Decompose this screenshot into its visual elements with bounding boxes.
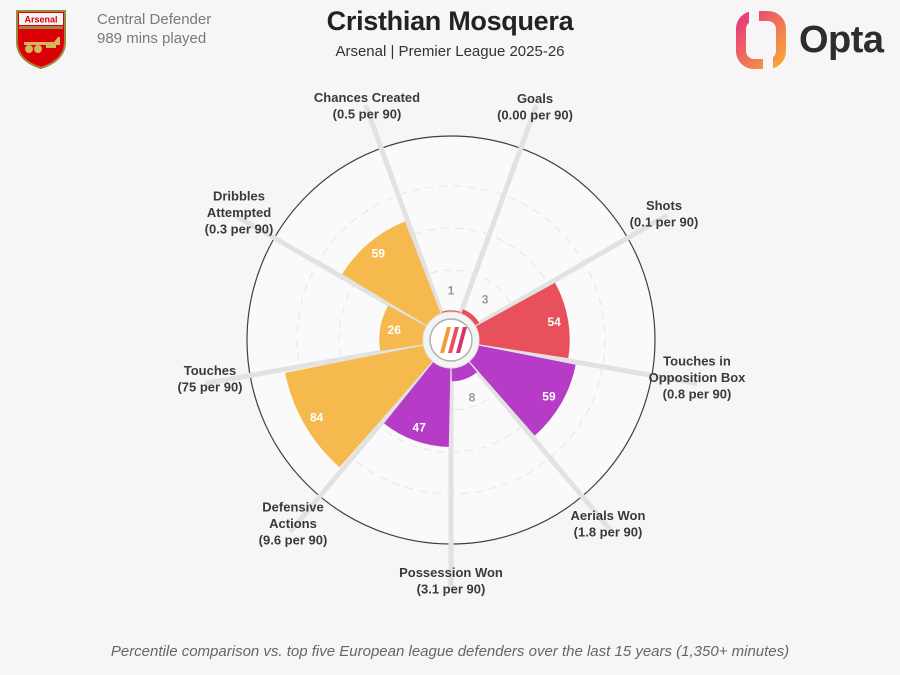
axis-label: Touches (75 per 90) <box>177 363 242 395</box>
axis-label-name: Dribbles <box>213 189 265 204</box>
player-position: Central Defender <box>97 11 212 28</box>
spoke-line <box>288 359 435 534</box>
reference-circle <box>296 185 606 495</box>
axis-label-name: Aerials Won <box>571 508 646 523</box>
center-logo-stripe <box>456 327 467 353</box>
axis-label-name: Possession Won <box>399 565 503 580</box>
axis-label-name: Touches <box>184 363 237 378</box>
axis-label-name: Goals <box>517 91 553 106</box>
value-label: 1 <box>448 283 455 297</box>
reference-circle-shadow <box>296 185 606 495</box>
bar-touches <box>285 345 433 468</box>
bar-aerials-won <box>469 345 576 436</box>
value-label: 59 <box>542 390 556 404</box>
minutes-played: 989 mins played <box>97 30 207 47</box>
axis-label-per90: (75 per 90) <box>177 379 242 394</box>
bar-touches-in-opposition-box <box>475 282 570 359</box>
arsenal-crest-icon: Arsenal <box>16 10 66 70</box>
chart-bars <box>285 221 576 468</box>
value-label: 47 <box>413 420 427 434</box>
spoke-line <box>233 212 429 329</box>
bar-dribbles-attempted <box>379 305 427 351</box>
bar-possession-won <box>451 361 477 382</box>
opta-logo: Opta <box>735 8 895 71</box>
center-badge-ring <box>429 318 473 362</box>
axis-label: Defensive Actions (9.6 per 90) <box>259 500 328 548</box>
value-label: 59 <box>372 246 386 260</box>
axis-label: Shots (0.1 per 90) <box>630 198 699 230</box>
axis-label: Dribbles Attempted (0.3 per 90) <box>205 189 274 237</box>
axis-label-name: Shots <box>646 198 682 213</box>
axis-label-name: Actions <box>269 516 317 531</box>
axis-label: Chances Created (0.5 per 90) <box>314 90 420 122</box>
crest-lettering: Arsenal <box>24 15 57 25</box>
axis-label-per90: (0.8 per 90) <box>663 387 732 402</box>
bar-chances-created <box>342 221 441 326</box>
value-label: 54 <box>547 315 561 329</box>
chart-axis-labels: Goals (0.00 per 90) Shots (0.1 per 90) Touch… <box>177 90 746 597</box>
axis-label-per90: (9.6 per 90) <box>259 533 328 548</box>
player-meta: Central Defender 989 mins played <box>97 10 211 48</box>
spoke-line <box>363 104 444 315</box>
axis-label-per90: (0.00 per 90) <box>497 107 573 122</box>
bar-shots <box>461 309 480 326</box>
spoke-line <box>204 342 424 386</box>
spoke-line <box>473 212 669 329</box>
chart-values: 1 3 54 59 8 47 84 26 59 <box>310 246 561 434</box>
center-logo-stripe <box>448 327 459 353</box>
value-label: 26 <box>388 323 402 337</box>
axis-label: Possession Won (3.1 per 90) <box>399 565 503 597</box>
axis-label-per90: (0.3 per 90) <box>205 222 274 237</box>
spoke-line <box>458 104 539 315</box>
axis-label: Aerials Won (1.8 per 90) <box>571 508 646 540</box>
axis-label-per90: (0.5 per 90) <box>333 106 402 121</box>
center-badge <box>422 311 480 369</box>
axis-label: Goals (0.00 per 90) <box>497 91 573 123</box>
axis-label: Touches in Opposition Box (0.8 per 90) <box>649 354 747 402</box>
center-logo-stripe <box>440 327 451 353</box>
value-label: 8 <box>469 391 476 405</box>
spoke-line <box>467 359 614 534</box>
opta-mark-icon <box>736 9 786 71</box>
axis-label-name: Attempted <box>207 205 271 220</box>
opta-wordmark: Opta <box>799 19 884 61</box>
axis-label-per90: (3.1 per 90) <box>417 581 486 596</box>
value-label: 3 <box>482 292 489 306</box>
axis-label-name: Chances Created <box>314 90 420 105</box>
value-label: 84 <box>310 411 324 425</box>
axis-label-name: Touches in <box>663 354 731 369</box>
axis-label-name: Defensive <box>262 500 323 515</box>
footnote: Percentile comparison vs. top five Europ… <box>110 643 790 660</box>
spoke-line <box>478 342 698 386</box>
axis-label-per90: (0.1 per 90) <box>630 214 699 229</box>
axis-label-per90: (1.8 per 90) <box>574 524 643 539</box>
axis-label-name: Opposition Box <box>649 370 747 385</box>
bar-defensive-actions <box>383 361 451 447</box>
